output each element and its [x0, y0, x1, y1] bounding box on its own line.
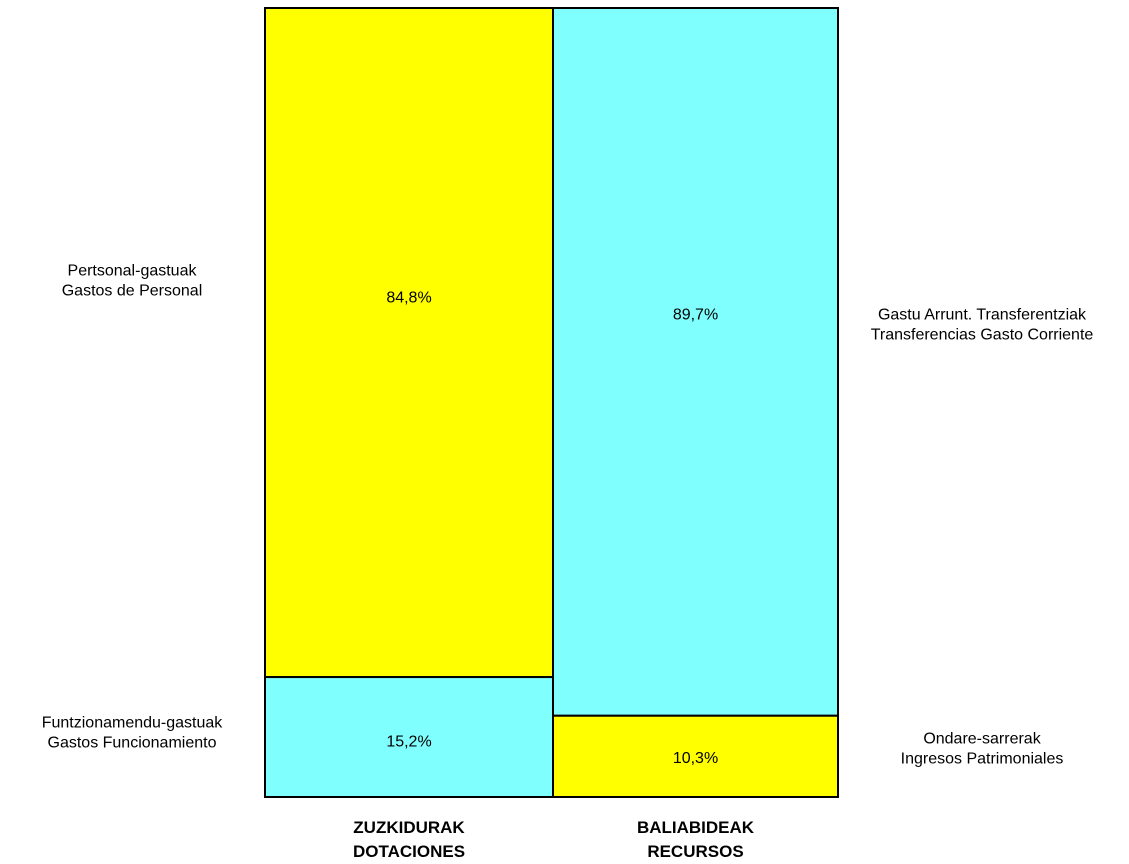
segment-bar [552, 7, 839, 717]
category-label: ZUZKIDURAK [353, 818, 465, 837]
category-label: BALIABIDEAK [637, 818, 755, 837]
segment-legend-label: Gastu Arrunt. Transferentziak [878, 306, 1087, 323]
segment-value-label: 89,7% [673, 306, 718, 323]
category-label: DOTACIONES [353, 842, 465, 861]
segment-legend-label: Gastos de Personal [62, 283, 203, 300]
segment-legend-label: Transferencias Gasto Corriente [871, 326, 1094, 343]
segment-legend-label: Ingresos Patrimoniales [901, 750, 1064, 767]
segment-bar [552, 714, 839, 798]
segment-value-label: 84,8% [386, 289, 431, 306]
category-label: RECURSOS [647, 842, 743, 861]
segment-value-label: 15,2% [386, 734, 431, 751]
segment-legend-label: Ondare-sarrerak [923, 730, 1041, 747]
segment-bar [264, 676, 554, 799]
segment-legend-label: Funtzionamendu-gastuak [42, 714, 224, 731]
segment-legend-label: Gastos Funcionamiento [48, 734, 217, 751]
segment-value-label: 10,3% [673, 750, 718, 767]
segment-bar [264, 7, 554, 679]
segment-legend-label: Pertsonal-gastuak [68, 263, 198, 280]
